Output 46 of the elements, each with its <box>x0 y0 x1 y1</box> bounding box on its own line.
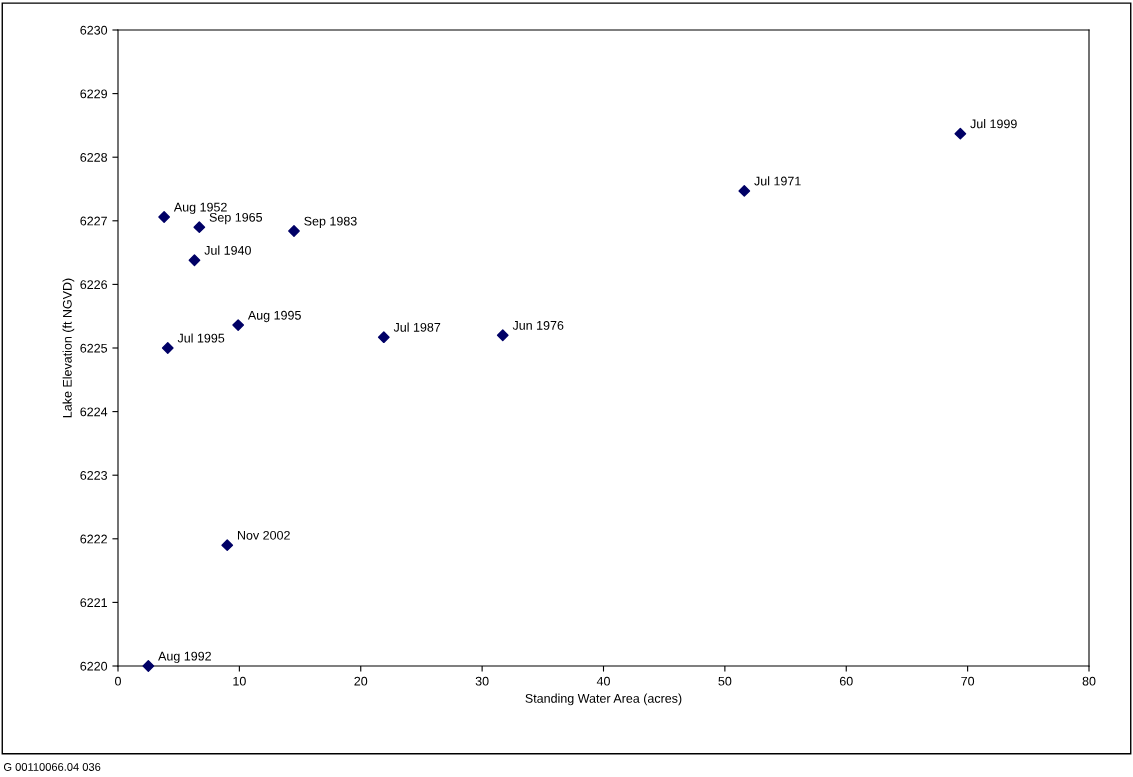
y-tick-label: 6221 <box>80 598 107 608</box>
annotation: Jun 1976 <box>512 321 564 330</box>
point <box>161 342 174 354</box>
x-tick-label: 70 <box>961 676 975 686</box>
point <box>288 225 300 237</box>
y-tick-label: 6224 <box>80 407 108 417</box>
y-axis-title: Lake Elevation (ft NGVD) <box>62 278 75 418</box>
y-tick-label: 6229 <box>80 89 107 99</box>
annotation: Nov 2002 <box>237 530 290 540</box>
annotation: Jul 1940 <box>204 245 251 255</box>
point <box>158 211 171 223</box>
x-tick-label: 0 <box>115 676 121 686</box>
point <box>377 331 390 344</box>
annotation: Sep 1965 <box>209 212 263 225</box>
y-tick-label: 6226 <box>80 280 108 290</box>
point <box>496 329 509 342</box>
point <box>232 319 245 331</box>
y-tick-label: 6228 <box>80 153 108 162</box>
x-tick-label: 50 <box>718 676 732 686</box>
y-tick-label: 6227 <box>80 216 107 226</box>
x-tick-label: 20 <box>354 676 368 686</box>
annotation: Jul 1987 <box>393 322 441 332</box>
annotation: Sep 1983 <box>304 216 357 229</box>
y-tick-label: 6225 <box>80 343 108 353</box>
x-tick-label: 60 <box>839 676 853 686</box>
annotation: Aug 1995 <box>247 310 301 323</box>
x-tick-label: 40 <box>596 676 610 686</box>
y-tick-label: 6222 <box>80 534 107 544</box>
x-axis-title: Standing Water Area (acres) <box>525 693 682 706</box>
y-tick-label: 6220 <box>80 661 108 671</box>
point <box>188 254 201 267</box>
x-tick-label: 30 <box>475 676 489 686</box>
y-tick-label: 6223 <box>80 471 108 480</box>
x-tick-label: 80 <box>1082 676 1096 686</box>
text: G 00110066.04 036 <box>3 763 101 771</box>
point <box>738 185 751 197</box>
x-tick-label: 10 <box>233 676 246 686</box>
point <box>193 221 206 234</box>
point <box>221 539 234 552</box>
annotation: Jul 1995 <box>177 333 225 343</box>
annotation: Jul 1971 <box>754 176 801 186</box>
annotation: Aug 1992 <box>158 651 211 664</box>
annotation: Jul 1999 <box>970 119 1017 129</box>
point <box>142 660 155 672</box>
y-tick-label: 6230 <box>80 25 108 35</box>
point <box>954 127 967 140</box>
